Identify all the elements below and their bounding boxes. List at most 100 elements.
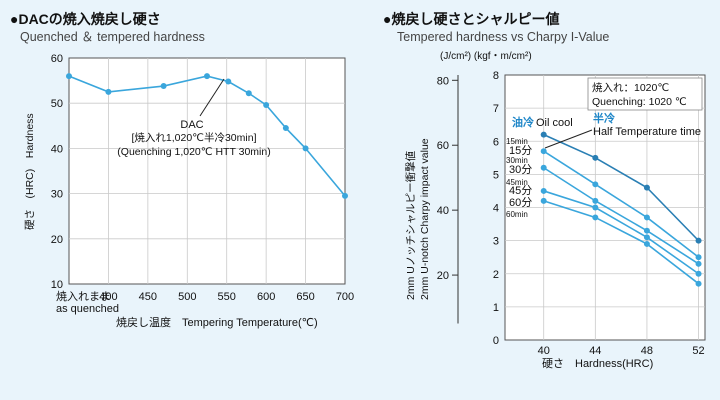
legend-oil-cool-jp: 油冷	[512, 115, 534, 129]
chart1-series-line	[68, 75, 346, 197]
chart1-plot-area	[68, 57, 346, 285]
chart2-y2-tick-label: 20	[437, 270, 449, 282]
chart2-data-point	[695, 237, 702, 244]
chart2-xtick-label: 48	[641, 345, 653, 357]
chart1-xtick-label: 500	[178, 291, 196, 303]
chart2-units-label: (J/cm²) (kgf・m/cm²)	[440, 51, 532, 62]
chart2-data-point	[643, 240, 650, 247]
chart2-series	[540, 131, 702, 287]
chart2-ytick-label: 2	[493, 269, 499, 281]
chart2-data-point	[643, 227, 650, 234]
chart2-xtick-label: 44	[589, 345, 601, 357]
hardness-chart: ●DACの焼入焼戻し硬さ Quenched ＆ tempered hardnes…	[10, 11, 354, 329]
chart2-xtick-label: 40	[538, 345, 550, 357]
chart1-annotation-jp: [焼入れ1,020℃半冷30min]	[131, 131, 256, 144]
chart2-xtick-label: 52	[692, 345, 704, 357]
chart2-y-axis-label-jp: 2mm Uノッチシャルピー衝撃値	[404, 150, 417, 300]
chart2-data-point	[592, 204, 599, 211]
chart2-data-point	[592, 214, 599, 221]
chart1-ytick-label: 30	[51, 189, 63, 201]
chart1-data-point	[160, 83, 167, 90]
legend-half-en: Half Temperature time	[593, 126, 701, 138]
chart2-series-line	[543, 200, 700, 285]
chart2-info-box	[587, 77, 703, 111]
chart2-data-point	[643, 234, 650, 241]
chart2-series-line	[543, 133, 700, 242]
chart2-data-point	[643, 184, 650, 191]
legend-half-leader	[544, 129, 593, 149]
chart2-data-point	[643, 214, 650, 221]
chart1-xtick-label: 450	[139, 291, 157, 303]
legend-half-jp: 半冷	[593, 111, 615, 125]
chart2-ytick-label: 3	[493, 236, 499, 248]
chart2-y2-ticks: 20 40 60 80	[437, 75, 459, 324]
chart1-subtitle: Quenched ＆ tempered hardness	[20, 30, 205, 44]
chart1-ytick-label: 50	[51, 98, 63, 110]
chart2-data-point	[592, 181, 599, 188]
chart1-annotation-en: (Quenching 1,020℃ HTT 30min)	[117, 146, 270, 158]
chart2-data-point	[540, 197, 547, 204]
chart2-data-point	[695, 260, 702, 267]
chart2-y-axis-label-en: 2mm U-notch Charpy impact value	[419, 138, 431, 300]
min-label-30: 30min	[506, 156, 528, 165]
chart2-series-line	[543, 167, 699, 265]
chart1-xtick-asquenched-en: as quenched	[56, 303, 119, 315]
chart2-title: ●焼戻し硬さとシャルピー値	[383, 11, 559, 27]
chart1-data-point	[302, 145, 309, 152]
series-label-15: 15分	[509, 144, 532, 157]
chart2-ytick-label: 0	[493, 335, 499, 347]
min-label-15: 15min	[506, 137, 528, 146]
chart1-x-ticks: 400 450 500 550 600 650 700	[99, 291, 354, 303]
chart1-title: ●DACの焼入焼戻し硬さ	[10, 11, 161, 27]
chart1-xtick-label: 700	[336, 291, 354, 303]
chart2-data-point	[695, 280, 702, 287]
chart2-ytick-label: 1	[493, 302, 499, 314]
chart1-xtick-label: 650	[296, 291, 314, 303]
chart1-data-point	[204, 73, 210, 80]
series-label-30: 30分	[509, 163, 532, 176]
chart1-data-point	[342, 192, 348, 199]
chart2-ytick-label: 6	[493, 136, 499, 148]
chart1-data-point	[245, 90, 252, 97]
chart1-y-ticks: 10 20 30 40 50 60	[51, 53, 63, 291]
chart1-xtick-asquenched-jp: 焼入れまま	[56, 290, 111, 303]
chart2-y2-tick-label: 80	[437, 75, 449, 87]
chart1-series	[66, 73, 348, 199]
chart2-subtitle: Tempered hardness vs Charpy I-Value	[397, 30, 609, 44]
min-label-60: 60min	[506, 210, 528, 219]
chart2-ytick-label: 8	[493, 70, 499, 82]
legend-oil-cool-en: Oil cool	[536, 117, 573, 129]
chart1-xtick-label: 600	[257, 291, 275, 303]
chart2-series-line	[543, 150, 700, 258]
chart2-y-ticks: 0 1 2 3 4 5 6 7 8	[493, 70, 499, 347]
chart2-ytick-label: 4	[493, 203, 499, 215]
chart2-data-point	[540, 131, 547, 138]
chart2-data-point	[592, 154, 599, 161]
charpy-chart: ●焼戻し硬さとシャルピー値 Tempered hardness vs Charp…	[383, 11, 706, 370]
chart1-xtick-label: 550	[218, 291, 236, 303]
chart2-ytick-label: 5	[493, 169, 499, 181]
chart1-ytick-label: 10	[51, 279, 63, 291]
chart1-data-point	[66, 73, 72, 80]
chart2-data-point	[540, 187, 547, 194]
chart1-x-axis-label: 焼戻し温度 Tempering Temperature(℃)	[116, 315, 318, 329]
chart1-data-point	[225, 78, 232, 85]
chart2-data-point	[540, 148, 547, 155]
chart1-ytick-label: 40	[51, 143, 63, 155]
chart2-x-ticks: 40 44 48 52	[538, 345, 705, 357]
chart1-data-point	[105, 88, 112, 95]
chart1-ytick-label: 60	[51, 53, 63, 65]
chart1-ytick-label: 20	[51, 234, 63, 246]
chart2-series-line	[543, 190, 700, 275]
chart2-y2-tick-label: 40	[437, 205, 449, 217]
chart2-info-en: Quenching: 1020 ℃	[592, 96, 687, 108]
chart1-annotation-leader	[199, 78, 225, 117]
chart2-data-point	[695, 270, 702, 277]
chart2-data-point	[592, 197, 599, 204]
series-label-45: 45分	[509, 184, 532, 197]
chart1-annotation-dac: DAC	[180, 119, 203, 131]
chart2-data-point	[695, 254, 702, 261]
chart1-y-axis-label: 硬さ (HRC) Hardness	[24, 113, 36, 230]
chart1-data-point	[263, 102, 270, 109]
